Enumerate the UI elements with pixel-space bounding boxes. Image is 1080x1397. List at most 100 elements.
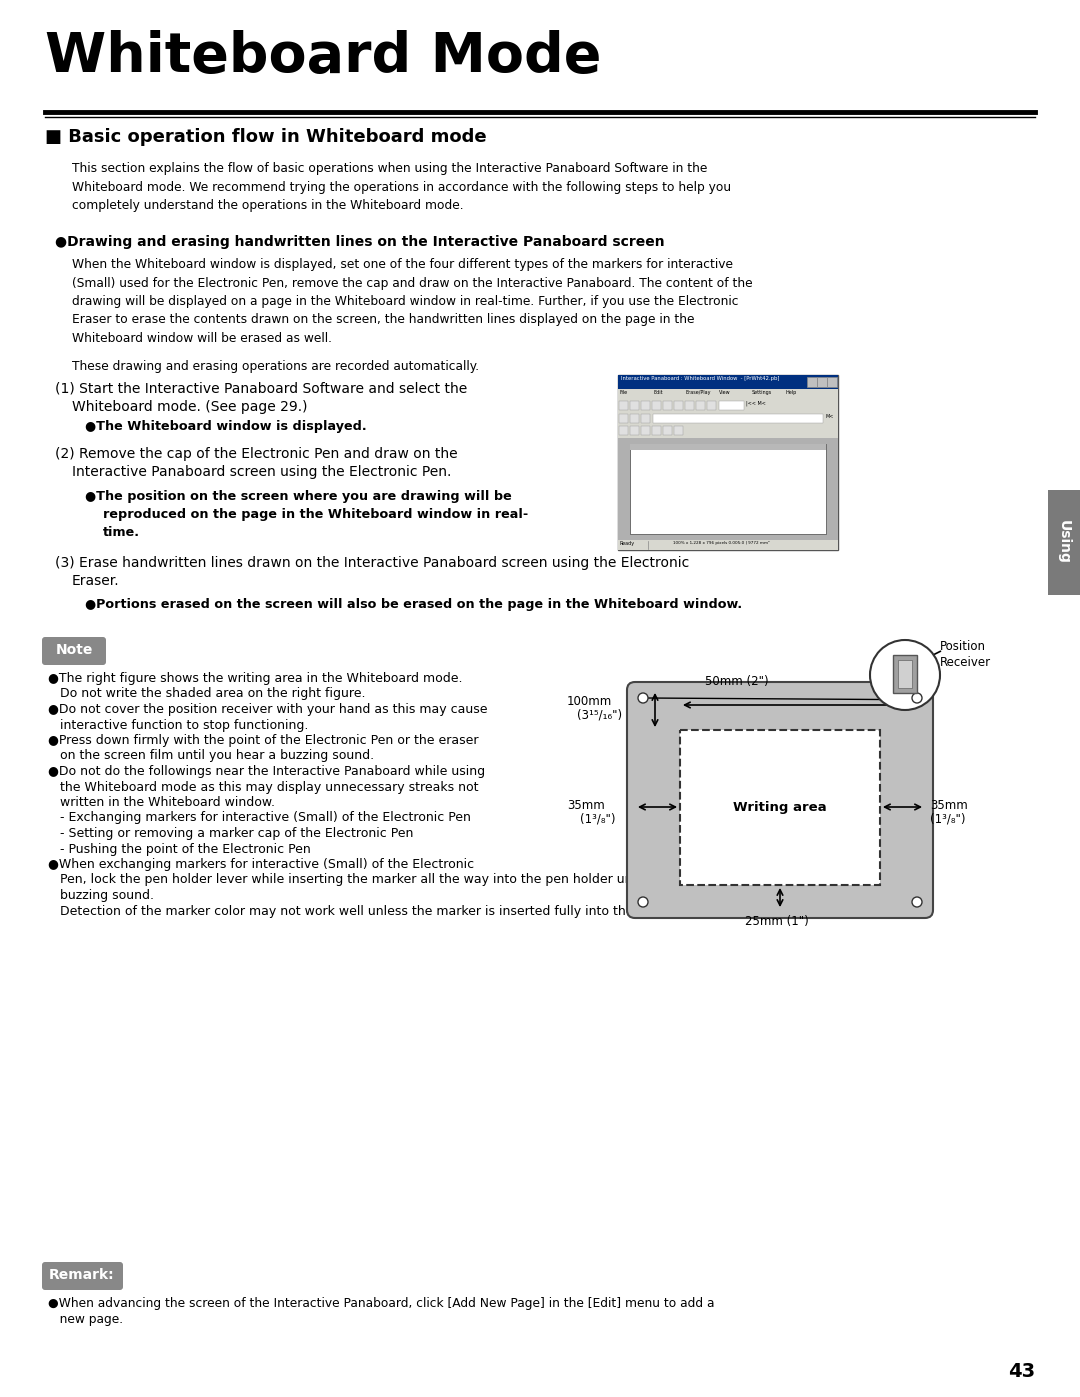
- Text: ●Do not do the followings near the Interactive Panaboard while using: ●Do not do the followings near the Inter…: [48, 766, 485, 778]
- Text: Remark:: Remark:: [50, 1268, 114, 1282]
- Text: Detection of the marker color may not work well unless the marker is inserted fu: Detection of the marker color may not wo…: [48, 904, 707, 918]
- Bar: [653, 414, 823, 423]
- Text: Edit: Edit: [653, 390, 663, 395]
- Bar: [618, 425, 838, 439]
- Bar: [630, 444, 826, 450]
- Text: |<< M<: |<< M<: [746, 401, 766, 407]
- Bar: [707, 401, 716, 409]
- Bar: [816, 377, 827, 387]
- Circle shape: [912, 693, 922, 703]
- Text: interactive function to stop functioning.: interactive function to stop functioning…: [48, 718, 309, 732]
- Text: Pen, lock the pen holder lever while inserting the marker all the way into the p: Pen, lock the pen holder lever while ins…: [48, 873, 715, 887]
- FancyBboxPatch shape: [42, 1261, 123, 1289]
- Bar: [827, 377, 837, 387]
- Text: These drawing and erasing operations are recorded automatically.: These drawing and erasing operations are…: [72, 360, 480, 373]
- Text: ●The Whiteboard window is displayed.: ●The Whiteboard window is displayed.: [85, 420, 366, 433]
- Bar: [642, 414, 650, 423]
- Text: ●When advancing the screen of the Interactive Panaboard, click [Add New Page] in: ●When advancing the screen of the Intera…: [48, 1296, 715, 1310]
- Text: Position
Receiver: Position Receiver: [940, 640, 991, 669]
- Bar: [719, 401, 744, 409]
- Bar: [680, 731, 880, 886]
- Text: Whiteboard mode. (See page 29.): Whiteboard mode. (See page 29.): [72, 400, 308, 414]
- Text: ●Portions erased on the screen will also be erased on the page in the Whiteboard: ●Portions erased on the screen will also…: [85, 598, 742, 610]
- Text: M<: M<: [826, 414, 835, 419]
- Text: ●Press down firmly with the point of the Electronic Pen or the eraser: ●Press down firmly with the point of the…: [48, 733, 478, 747]
- Bar: [630, 444, 826, 534]
- Text: Do not write the shaded area on the right figure.: Do not write the shaded area on the righ…: [48, 687, 365, 700]
- Text: time.: time.: [103, 527, 140, 539]
- Text: View: View: [719, 390, 731, 395]
- Text: - Setting or removing a marker cap of the Electronic Pen: - Setting or removing a marker cap of th…: [48, 827, 414, 840]
- Bar: [642, 401, 650, 409]
- Circle shape: [638, 693, 648, 703]
- Text: Erase/Play: Erase/Play: [686, 390, 712, 395]
- Bar: [618, 388, 838, 400]
- Bar: [893, 655, 917, 693]
- Text: 35mm: 35mm: [930, 799, 968, 812]
- Text: the Whiteboard mode as this may display unnecessary streaks not: the Whiteboard mode as this may display …: [48, 781, 478, 793]
- Bar: [807, 377, 816, 387]
- Bar: [674, 426, 683, 434]
- Text: When the Whiteboard window is displayed, set one of the four different types of : When the Whiteboard window is displayed,…: [72, 258, 753, 345]
- Bar: [618, 414, 838, 425]
- Bar: [630, 414, 639, 423]
- Bar: [663, 401, 672, 409]
- Bar: [619, 426, 627, 434]
- Bar: [897, 659, 912, 687]
- Text: Interactive Panaboard : Whiteboard Window  - [PrWht42.pb]: Interactive Panaboard : Whiteboard Windo…: [621, 376, 780, 381]
- Text: (2) Remove the cap of the Electronic Pen and draw on the: (2) Remove the cap of the Electronic Pen…: [55, 447, 458, 461]
- Text: 43: 43: [1008, 1362, 1035, 1382]
- FancyBboxPatch shape: [42, 637, 106, 665]
- Text: 35mm: 35mm: [567, 799, 605, 812]
- Bar: [630, 401, 639, 409]
- Text: Help: Help: [785, 390, 796, 395]
- Bar: [618, 400, 838, 414]
- Text: reproduced on the page in the Whiteboard window in real-: reproduced on the page in the Whiteboard…: [103, 509, 528, 521]
- Text: Interactive Panaboard screen using the Electronic Pen.: Interactive Panaboard screen using the E…: [72, 465, 451, 479]
- Text: (1³/₈"): (1³/₈"): [930, 813, 966, 826]
- Text: Settings: Settings: [752, 390, 772, 395]
- Text: - Exchanging markers for interactive (Small) of the Electronic Pen: - Exchanging markers for interactive (Sm…: [48, 812, 471, 824]
- Text: Eraser.: Eraser.: [72, 574, 120, 588]
- Text: 50mm (2"): 50mm (2"): [705, 675, 769, 687]
- Bar: [619, 414, 627, 423]
- Bar: [618, 439, 838, 541]
- Text: Writing area: Writing area: [733, 800, 827, 813]
- Text: Ready: Ready: [620, 541, 635, 546]
- Text: ●When exchanging markers for interactive (Small) of the Electronic: ●When exchanging markers for interactive…: [48, 858, 474, 870]
- Text: ●Drawing and erasing handwritten lines on the Interactive Panaboard screen: ●Drawing and erasing handwritten lines o…: [55, 235, 664, 249]
- Circle shape: [638, 897, 648, 907]
- Text: (1³/₈"): (1³/₈"): [580, 813, 616, 826]
- Bar: [652, 401, 661, 409]
- Bar: [618, 374, 838, 388]
- Text: Using: Using: [1057, 520, 1071, 564]
- Text: Whiteboard Mode: Whiteboard Mode: [45, 29, 602, 84]
- Circle shape: [870, 640, 940, 710]
- Text: This section explains the flow of basic operations when using the Interactive Pa: This section explains the flow of basic …: [72, 162, 731, 212]
- Text: ●The right figure shows the writing area in the Whiteboard mode.: ●The right figure shows the writing area…: [48, 672, 462, 685]
- Text: (1) Start the Interactive Panaboard Software and select the: (1) Start the Interactive Panaboard Soft…: [55, 381, 468, 395]
- Bar: [630, 426, 639, 434]
- Bar: [1048, 490, 1080, 595]
- Text: ●The position on the screen where you are drawing will be: ●The position on the screen where you ar…: [85, 490, 512, 503]
- Text: 100mm: 100mm: [567, 694, 612, 708]
- Bar: [619, 401, 627, 409]
- Text: Note: Note: [55, 643, 93, 657]
- Text: - Pushing the point of the Electronic Pen: - Pushing the point of the Electronic Pe…: [48, 842, 311, 855]
- Text: ●Do not cover the position receiver with your hand as this may cause: ●Do not cover the position receiver with…: [48, 703, 487, 717]
- Text: 25mm (1"): 25mm (1"): [745, 915, 809, 928]
- Text: (3) Erase handwritten lines drawn on the Interactive Panaboard screen using the : (3) Erase handwritten lines drawn on the…: [55, 556, 689, 570]
- Bar: [685, 401, 694, 409]
- Text: new page.: new page.: [48, 1313, 123, 1326]
- Bar: [642, 426, 650, 434]
- Text: ■ Basic operation flow in Whiteboard mode: ■ Basic operation flow in Whiteboard mod…: [45, 129, 487, 147]
- Bar: [696, 401, 705, 409]
- Bar: [618, 374, 838, 550]
- Bar: [674, 401, 683, 409]
- Bar: [652, 426, 661, 434]
- Text: File: File: [620, 390, 629, 395]
- Text: 100% x 1,228 x 796 pixels 0.005:0 | 9772 mm²: 100% x 1,228 x 796 pixels 0.005:0 | 9772…: [673, 541, 770, 545]
- Circle shape: [912, 897, 922, 907]
- FancyBboxPatch shape: [627, 682, 933, 918]
- Text: on the screen film until you hear a buzzing sound.: on the screen film until you hear a buzz…: [48, 750, 374, 763]
